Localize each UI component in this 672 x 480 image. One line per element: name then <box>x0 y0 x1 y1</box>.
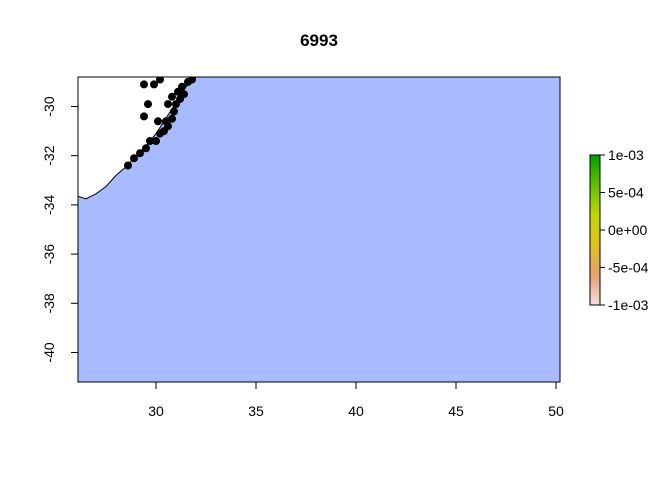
data-point <box>142 144 150 153</box>
data-point <box>168 92 176 101</box>
y-tick-label: -32 <box>41 145 57 165</box>
legend-label: -1e-03 <box>608 297 649 313</box>
y-tick-label: -40 <box>41 342 57 362</box>
data-point <box>170 107 178 116</box>
data-point <box>188 77 196 84</box>
y-tick-label: -36 <box>41 244 57 264</box>
legend-label: -5e-04 <box>608 260 649 276</box>
data-point <box>152 137 160 145</box>
data-point <box>124 161 132 170</box>
x-tick-label: 50 <box>548 403 564 419</box>
legend-colorbar <box>589 154 601 306</box>
x-tick-label: 40 <box>348 403 364 419</box>
legend-label: 1e-03 <box>608 147 644 163</box>
data-point <box>168 114 176 123</box>
x-tick-label: 30 <box>148 403 164 419</box>
plot-border <box>77 76 561 383</box>
plot-area <box>77 76 561 383</box>
ocean-area <box>78 77 560 382</box>
legend-label: 0e+00 <box>608 222 648 238</box>
y-tick-label: -34 <box>41 195 57 215</box>
y-tick-label: -38 <box>41 293 57 313</box>
data-point <box>130 154 138 163</box>
data-point <box>174 87 182 96</box>
x-axis: 30 35 40 45 50 <box>148 382 564 419</box>
data-point <box>140 112 148 121</box>
data-point <box>162 117 170 126</box>
data-point <box>146 137 154 145</box>
data-point <box>150 80 158 89</box>
color-legend: 1e-03 5e-04 0e+00 -5e-04 -1e-03 <box>589 147 649 313</box>
data-point <box>164 100 172 109</box>
x-tick-label: 35 <box>248 403 264 419</box>
y-tick-label: -30 <box>41 96 57 116</box>
map-layers <box>78 77 560 382</box>
x-tick-label: 45 <box>448 403 464 419</box>
data-point <box>154 117 162 126</box>
y-axis: -30 -32 -34 -36 -38 -40 <box>41 96 78 363</box>
legend-label: 5e-04 <box>608 185 644 201</box>
data-point <box>156 77 164 84</box>
data-point <box>144 100 152 109</box>
data-point <box>180 90 188 99</box>
data-point <box>140 80 148 89</box>
data-point <box>136 149 144 158</box>
chart-title: 6993 <box>300 31 338 50</box>
